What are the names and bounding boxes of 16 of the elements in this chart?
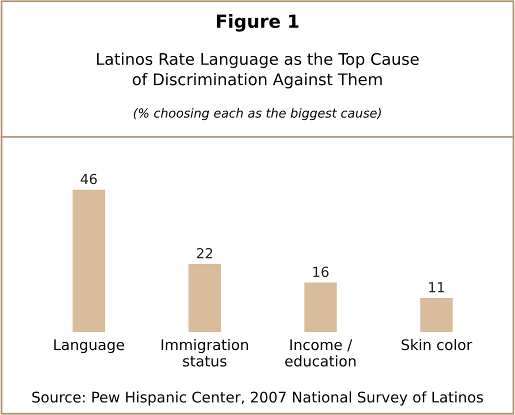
bar [188,264,221,332]
data-label: 46 [80,174,97,184]
source-note: Source: Pew Hispanic Center, 2007 National Survey of Latinos [32,391,483,406]
data-label: 16 [313,266,329,278]
x-tick-label: Immigration status [162,338,248,367]
x-tick-label: Language [54,339,124,354]
data-label: 11 [429,282,444,292]
bar [420,298,453,332]
bar [72,190,106,332]
chart-subtitle: Latinos Rate Language as the Top Cause of Discrimination Against Them [97,52,419,88]
bar [304,282,337,332]
chart-title: Figure 1 [217,14,298,32]
text: (% choosing each as the biggest cause) [134,108,381,120]
x-tick-label: Income / education [285,339,356,367]
x-tick-label: Skin color [402,338,472,350]
data-label: 22 [196,248,212,258]
